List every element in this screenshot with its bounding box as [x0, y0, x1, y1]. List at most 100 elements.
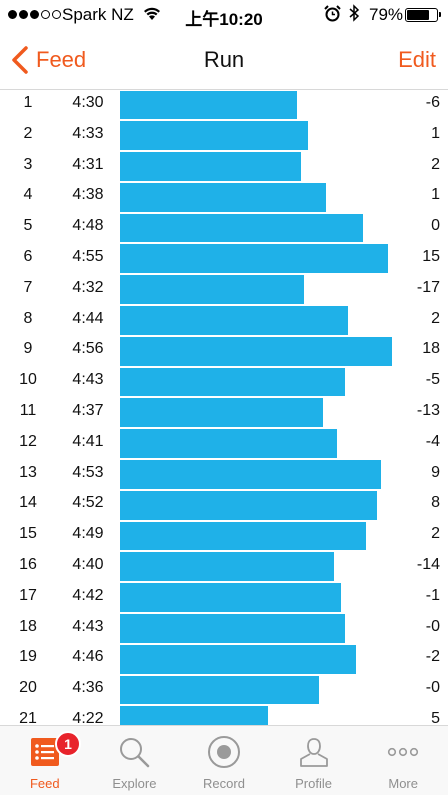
- split-number: 4: [23, 186, 33, 204]
- split-row: 16 4:40 -14: [0, 552, 448, 583]
- tab-label: Feed: [29, 776, 60, 791]
- split-number: 11: [19, 401, 37, 419]
- split-pace: 4:37: [72, 401, 104, 419]
- split-elevation: -0: [425, 679, 440, 697]
- split-number: 13: [19, 463, 37, 481]
- split-pace: 4:44: [72, 309, 104, 327]
- notification-badge: 1: [55, 731, 81, 757]
- split-row: 7 4:32 -17: [0, 275, 448, 306]
- tab-feed[interactable]: 1 Feed: [0, 726, 90, 795]
- signal-dot: [41, 10, 50, 19]
- split-number: 14: [19, 494, 37, 512]
- back-button[interactable]: Feed: [10, 42, 86, 78]
- tab-record[interactable]: Record: [179, 726, 269, 795]
- split-row: 1 4:30 -6: [0, 90, 448, 121]
- pace-bar: [120, 552, 334, 582]
- tab-profile[interactable]: Profile: [269, 726, 359, 795]
- split-pace: 4:53: [72, 463, 104, 481]
- split-pace: 4:38: [72, 186, 104, 204]
- pace-bar: [120, 398, 323, 428]
- signal-dot: [19, 10, 28, 19]
- split-elevation: -2: [425, 648, 440, 666]
- profile-icon: [299, 738, 328, 767]
- pace-bar: [120, 121, 309, 151]
- signal-dot: [30, 10, 39, 19]
- split-elevation: 1: [431, 124, 440, 142]
- split-number: 7: [23, 278, 33, 296]
- split-elevation: 5: [431, 709, 440, 725]
- tab-explore[interactable]: Explore: [90, 726, 180, 795]
- tab-label: Explore: [112, 776, 157, 791]
- split-elevation: -14: [416, 555, 440, 573]
- split-number: 3: [23, 155, 33, 173]
- split-row: 13 4:53 9: [0, 460, 448, 491]
- split-pace: 4:22: [72, 709, 104, 725]
- pace-bar: [120, 460, 382, 489]
- split-pace: 4:55: [72, 247, 104, 265]
- split-number: 5: [23, 217, 33, 235]
- split-pace: 4:49: [72, 525, 104, 543]
- split-number: 18: [19, 617, 37, 635]
- split-pace: 4:42: [72, 586, 104, 604]
- split-row: 9 4:56 18: [0, 336, 448, 367]
- split-row: 14 4:52 8: [0, 490, 448, 521]
- pace-bar: [120, 644, 356, 674]
- split-elevation: 2: [431, 525, 440, 543]
- pace-bar: [120, 152, 301, 181]
- split-row: 19 4:46 -2: [0, 644, 448, 675]
- split-number: 20: [19, 679, 37, 697]
- pace-bar: [120, 306, 349, 335]
- feed-icon: [30, 738, 59, 766]
- split-pace: 4:46: [72, 648, 104, 666]
- record-icon: [207, 736, 240, 768]
- split-number: 8: [23, 309, 33, 327]
- tab-more[interactable]: More: [358, 726, 448, 795]
- split-elevation: 18: [422, 340, 440, 358]
- split-row: 17 4:42 -1: [0, 583, 448, 614]
- splits-list[interactable]: 1 4:30 -6 2 4:33 1 3 4:31 2 4 4:38 1 5 4:48 0 6 4:55 15 7 4…: [0, 90, 448, 725]
- tab-bar: 1 Feed Explore Record Profile More: [0, 725, 448, 795]
- split-pace: 4:40: [72, 555, 104, 573]
- pace-bar: [120, 336, 392, 366]
- split-pace: 4:31: [72, 155, 104, 173]
- split-number: 19: [19, 648, 37, 666]
- split-row: 10 4:43 -5: [0, 367, 448, 398]
- split-elevation: 8: [431, 494, 440, 512]
- split-elevation: -0: [425, 617, 440, 635]
- split-row: 4 4:38 1: [0, 182, 448, 213]
- tab-label: Profile: [295, 776, 332, 791]
- more-icon: [388, 747, 419, 757]
- tab-label: Record: [203, 776, 245, 791]
- split-elevation: 0: [431, 217, 440, 235]
- pace-bar: [120, 90, 298, 120]
- split-elevation: 9: [431, 463, 440, 481]
- pace-bar: [120, 614, 345, 643]
- edit-button[interactable]: Edit: [398, 47, 436, 72]
- pace-bar: [120, 521, 367, 551]
- split-number: 9: [23, 340, 33, 358]
- signal-strength-icon: [8, 10, 61, 19]
- split-pace: 4:52: [72, 494, 104, 512]
- battery-icon: [405, 8, 441, 22]
- split-pace: 4:43: [72, 617, 104, 635]
- pace-bar: [120, 213, 363, 243]
- split-elevation: 2: [431, 309, 440, 327]
- bluetooth-icon: [349, 4, 360, 22]
- carrier-name: Spark NZ: [62, 5, 134, 24]
- split-row: 8 4:44 2: [0, 306, 448, 337]
- split-elevation: -6: [425, 94, 440, 111]
- split-number: 10: [19, 371, 37, 389]
- split-row: 2 4:33 1: [0, 121, 448, 152]
- split-pace: 4:48: [72, 217, 104, 235]
- split-number: 2: [23, 124, 33, 142]
- split-pace: 4:56: [72, 340, 104, 358]
- split-elevation: -13: [416, 401, 440, 419]
- pace-bar: [120, 275, 305, 305]
- pace-bar: [120, 367, 345, 397]
- split-number: 6: [23, 247, 33, 265]
- battery-level-fill: [407, 10, 429, 20]
- battery-percentage: 79%: [369, 5, 404, 24]
- split-row: 3 4:31 2: [0, 152, 448, 183]
- split-elevation: 2: [431, 155, 440, 173]
- split-row: 21 4:22 5: [0, 706, 448, 725]
